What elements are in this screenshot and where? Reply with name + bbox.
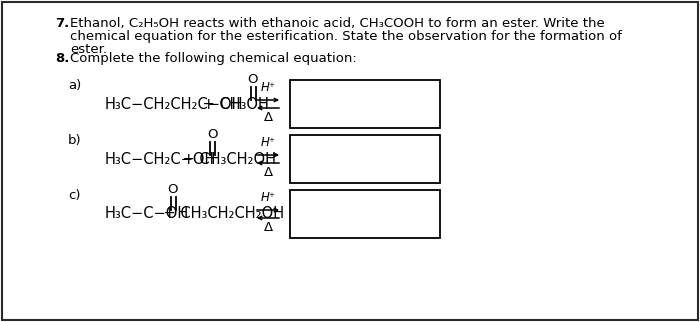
Text: + CH₃OH: + CH₃OH — [198, 97, 269, 111]
Text: O: O — [168, 183, 178, 196]
Text: H₃C−CH₂C−OH: H₃C−CH₂C−OH — [105, 151, 216, 166]
Text: b): b) — [68, 134, 82, 147]
Text: H₃C−CH₂CH₂C−OH: H₃C−CH₂CH₂C−OH — [105, 97, 244, 111]
Text: Δ: Δ — [263, 221, 272, 234]
Text: O: O — [206, 128, 217, 141]
Text: H₃C−C−OH: H₃C−C−OH — [105, 206, 189, 222]
Bar — [290, 80, 440, 128]
Text: c): c) — [68, 189, 80, 202]
Text: O: O — [248, 73, 258, 86]
Text: H⁺: H⁺ — [260, 191, 276, 204]
Text: a): a) — [68, 79, 81, 92]
Bar — [290, 190, 440, 238]
Text: H⁺: H⁺ — [260, 136, 276, 149]
Text: Complete the following chemical equation:: Complete the following chemical equation… — [70, 52, 357, 65]
Text: 7.: 7. — [55, 17, 69, 30]
Text: + CH₃CH₂CH₂OH: + CH₃CH₂CH₂OH — [159, 206, 284, 222]
Text: H⁺: H⁺ — [260, 81, 276, 94]
Text: + CH₃CH₂OH: + CH₃CH₂OH — [178, 151, 276, 166]
Text: Ethanol, C₂H₅OH reacts with ethanoic acid, CH₃COOH to form an ester. Write the: Ethanol, C₂H₅OH reacts with ethanoic aci… — [70, 17, 605, 30]
Text: Δ: Δ — [263, 166, 272, 179]
Text: ester.: ester. — [70, 43, 107, 56]
Bar — [290, 135, 440, 183]
Text: Δ: Δ — [263, 111, 272, 124]
Text: chemical equation for the esterification. State the observation for the formatio: chemical equation for the esterification… — [70, 30, 622, 43]
Text: 8.: 8. — [55, 52, 69, 65]
